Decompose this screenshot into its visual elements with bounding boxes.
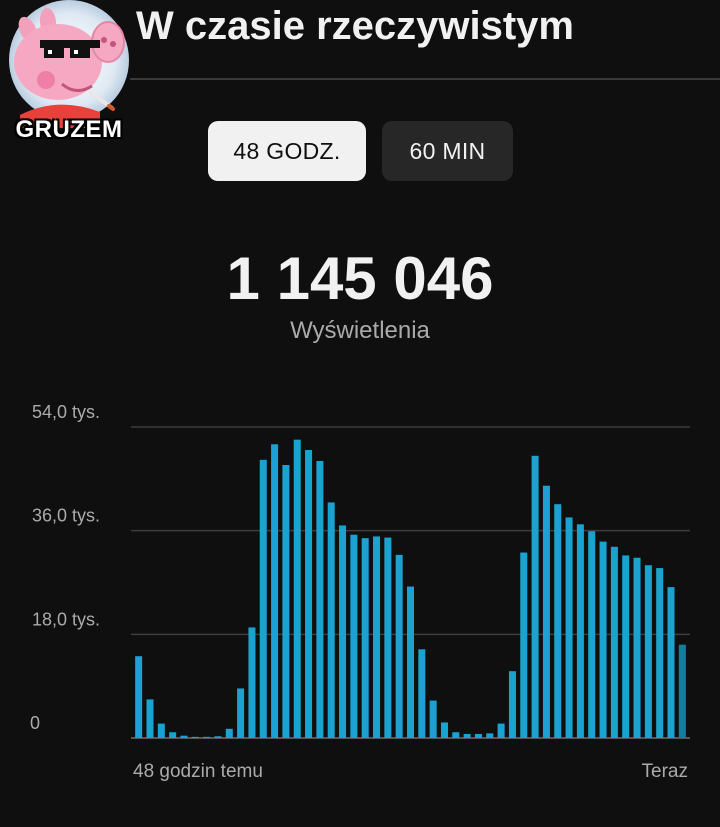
chart-bar[interactable] [282, 465, 290, 738]
chart-bar[interactable] [429, 700, 437, 738]
chart-bar[interactable] [554, 504, 562, 738]
chart-bar[interactable] [237, 688, 245, 738]
peppa-pig-icon [9, 0, 129, 128]
page-title: W czasie rzeczywistym [136, 4, 574, 48]
chart-bar[interactable] [180, 735, 188, 738]
chart-bar[interactable] [395, 554, 403, 738]
chart-bar[interactable] [610, 546, 618, 738]
chart-bar[interactable] [418, 649, 426, 738]
chart-bar[interactable] [520, 552, 528, 738]
chart-bar[interactable] [678, 644, 686, 738]
avatar-caption: GRUZEM [15, 116, 123, 143]
chart-bar[interactable] [259, 459, 267, 738]
chart-bar[interactable] [508, 671, 516, 738]
x-start-label: 48 godzin temu [133, 761, 263, 782]
chart-bar[interactable] [361, 538, 369, 738]
chart-bar[interactable] [316, 460, 324, 738]
chart-bar[interactable] [135, 656, 143, 738]
chart-bar[interactable] [406, 586, 415, 738]
chart-bar[interactable] [191, 736, 199, 738]
chart-bar[interactable] [271, 444, 279, 738]
chart-bar[interactable] [667, 587, 675, 738]
chart-bar[interactable] [622, 555, 630, 738]
total-views-value: 1 145 046 [226, 245, 494, 312]
chart-bar[interactable] [350, 534, 358, 738]
chart-bar[interactable] [146, 699, 154, 738]
chart-bar[interactable] [486, 733, 494, 738]
total-views-label: Wyświetlenia [290, 317, 430, 344]
chart-bar[interactable] [452, 732, 460, 738]
views-bar-chart: 0 18,0 tys. 36,0 tys. 54,0 tys. 48 godzin te… [30, 402, 690, 782]
chart-bar[interactable] [633, 557, 641, 738]
chart-bar[interactable] [644, 565, 652, 738]
chart-bar[interactable] [214, 736, 222, 738]
chart-bar[interactable] [474, 733, 482, 738]
chart-bar[interactable] [169, 732, 177, 738]
chart-bar[interactable] [565, 517, 573, 738]
chart-bar[interactable] [463, 733, 471, 738]
chart-bar[interactable] [157, 723, 165, 738]
tab-60-minutes[interactable]: 60 MIN [382, 121, 513, 181]
chart-bar[interactable] [656, 568, 664, 738]
chart-bar[interactable] [339, 525, 347, 738]
chart-bar[interactable] [384, 537, 392, 738]
y-tick-label: 18,0 tys. [32, 609, 100, 629]
chart-bar[interactable] [305, 450, 313, 738]
tab-48-hours[interactable]: 48 GODZ. [208, 121, 366, 181]
chart-bars [135, 439, 686, 738]
x-end-label: Teraz [642, 761, 688, 782]
chart-bar[interactable] [327, 502, 335, 738]
chart-bar[interactable] [203, 736, 211, 738]
chart-bar[interactable] [531, 455, 539, 738]
y-tick-label: 36,0 tys. [32, 506, 100, 526]
chart-labels: 0 18,0 tys. 36,0 tys. 54,0 tys. 48 godzin te… [30, 402, 688, 782]
title-divider [130, 78, 720, 80]
y-tick-label: 0 [30, 713, 40, 733]
y-tick-label: 54,0 tys. [32, 402, 100, 422]
chart-bar[interactable] [440, 722, 448, 738]
channel-avatar[interactable]: GRUZEM [0, 0, 138, 143]
chart-bar[interactable] [373, 536, 381, 738]
chart-bar[interactable] [225, 728, 233, 738]
chart-bar[interactable] [248, 627, 256, 738]
chart-bar[interactable] [542, 485, 550, 738]
chart-bar[interactable] [497, 723, 505, 738]
chart-bar[interactable] [293, 439, 301, 738]
chart-bar[interactable] [588, 531, 596, 738]
chart-bar[interactable] [576, 524, 584, 738]
chart-bar[interactable] [599, 541, 607, 738]
